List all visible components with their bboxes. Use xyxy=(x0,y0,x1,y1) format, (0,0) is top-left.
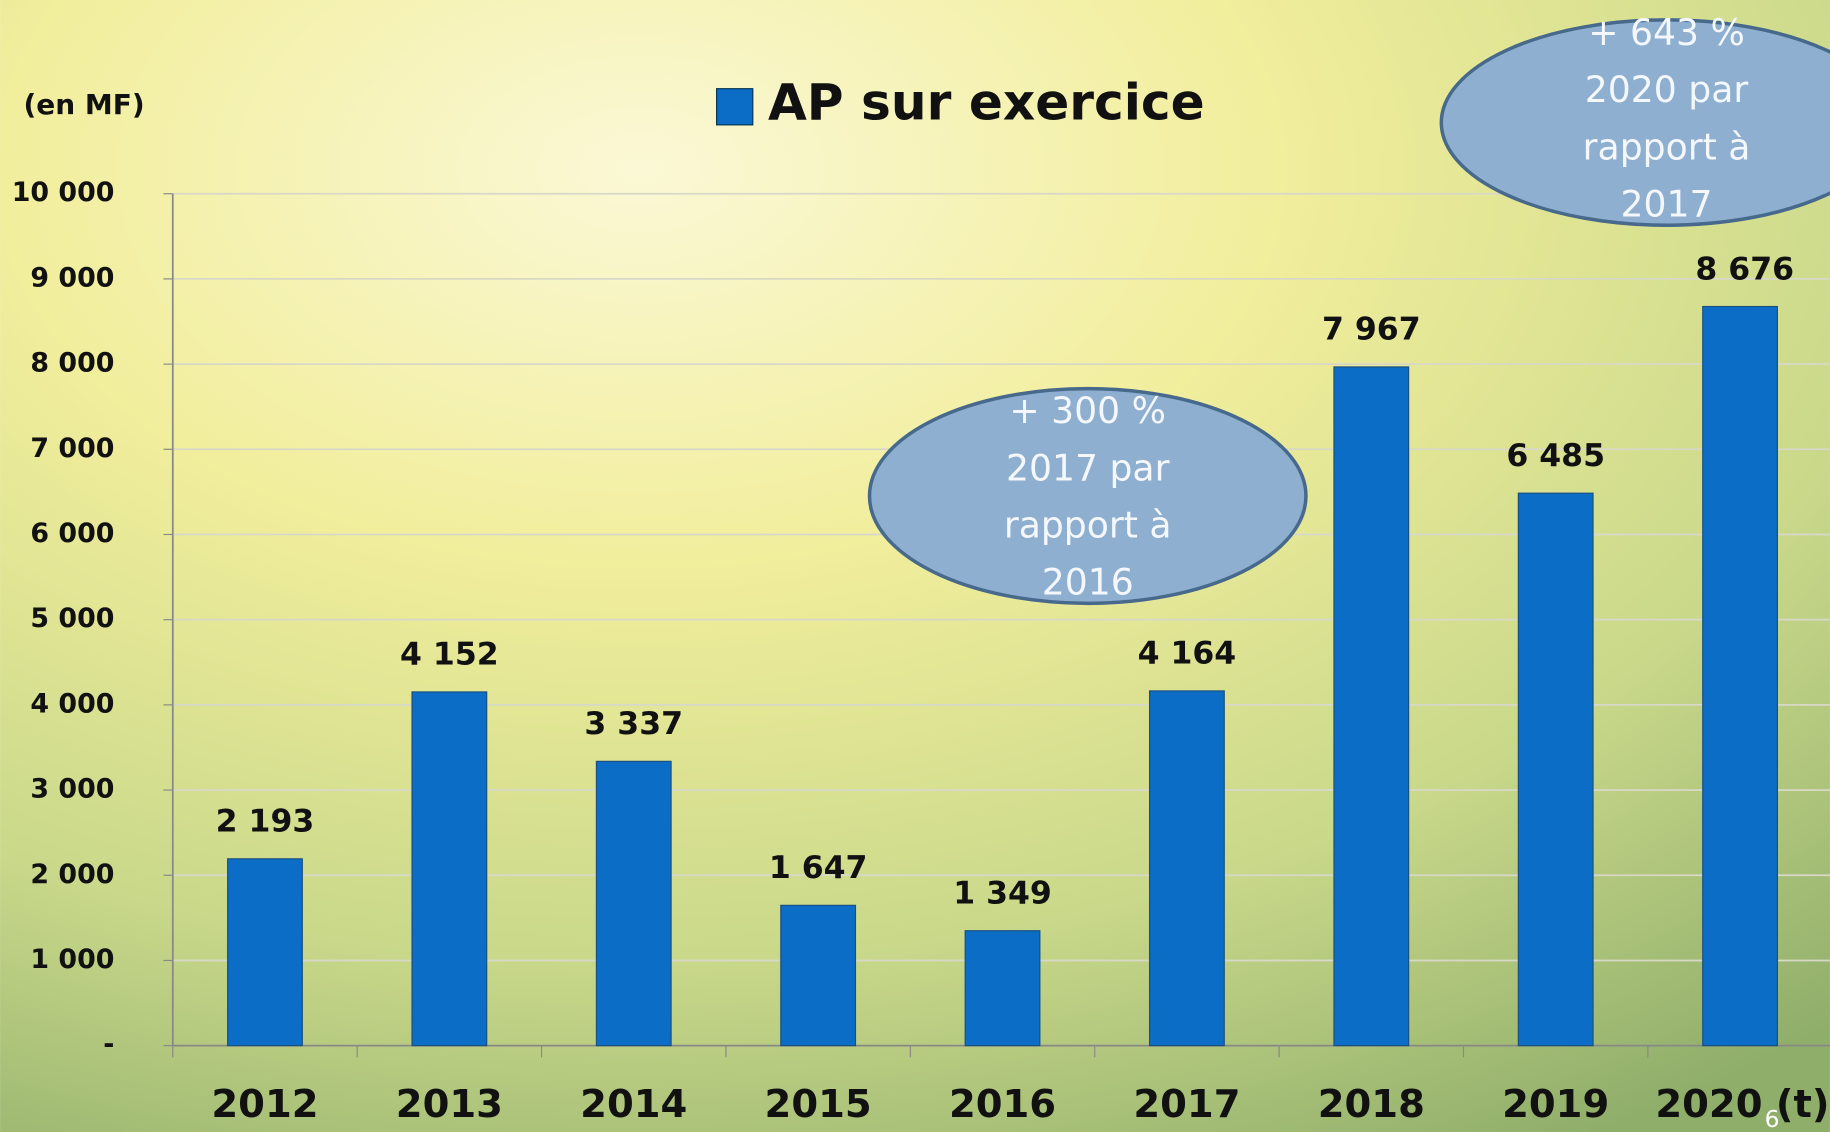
value-label: 1 349 xyxy=(953,876,1052,912)
annotation-text: rapport à xyxy=(1583,125,1751,168)
y-tick-label: 4 000 xyxy=(30,688,114,719)
bar xyxy=(965,931,1040,1046)
value-label: 1 647 xyxy=(769,850,868,886)
y-tick-label: 7 000 xyxy=(30,433,114,464)
x-tick-label: 2013 xyxy=(396,1082,503,1127)
y-tick-label: 3 000 xyxy=(30,774,114,805)
x-tick-label: 2016 xyxy=(949,1082,1056,1127)
annotation-text: + 643 % xyxy=(1588,11,1745,54)
annotation-text: 2020 par xyxy=(1585,68,1749,111)
value-label: 8 676 xyxy=(1695,251,1794,287)
legend-swatch xyxy=(717,89,753,125)
y-tick-label: 10 000 xyxy=(12,177,115,208)
x-tick-label: 2014 xyxy=(580,1082,687,1127)
value-label: 7 967 xyxy=(1322,312,1421,348)
annotation-text: + 300 % xyxy=(1009,389,1166,432)
bar xyxy=(781,905,856,1045)
value-label: 4 152 xyxy=(400,637,499,673)
bar xyxy=(596,761,671,1045)
annotation-text: 2017 xyxy=(1621,183,1713,226)
y-tick-label: 2 000 xyxy=(30,859,114,890)
y-tick-label: 5 000 xyxy=(30,603,114,634)
y-tick-label: 8 000 xyxy=(30,348,114,379)
value-label: 3 337 xyxy=(584,706,683,742)
y-tick-label: 9 000 xyxy=(30,262,114,293)
annotation-text: 2017 par xyxy=(1006,446,1170,489)
annotation-text: 2016 xyxy=(1042,561,1134,604)
bar xyxy=(1703,307,1778,1046)
value-label: 4 164 xyxy=(1138,636,1237,672)
y-tick-label: 6 000 xyxy=(30,518,114,549)
value-label: 2 193 xyxy=(216,804,315,840)
bar xyxy=(1150,691,1225,1046)
bar xyxy=(1518,493,1593,1045)
annotation-text: rapport à xyxy=(1004,503,1172,546)
x-tick-label: 2017 xyxy=(1133,1082,1240,1127)
y-tick-label: - xyxy=(103,1029,114,1060)
y-tick-label: 1 000 xyxy=(30,944,114,975)
x-tick-label: 2012 xyxy=(211,1082,318,1127)
x-tick-label: 2020 (t) xyxy=(1655,1082,1829,1127)
bar xyxy=(1334,367,1409,1046)
legend-label: AP sur exercice xyxy=(768,73,1205,132)
bar xyxy=(228,859,303,1046)
value-label: 6 485 xyxy=(1506,438,1605,474)
x-tick-label: 2019 xyxy=(1502,1082,1609,1127)
x-tick-label: 2018 xyxy=(1318,1082,1425,1127)
unit-label: (en MF) xyxy=(23,88,144,121)
bar xyxy=(412,692,487,1046)
x-tick-label: 2015 xyxy=(765,1082,872,1127)
chart: (en MF) AP sur exercice 6 -1 0002 0003 0… xyxy=(0,0,1830,1132)
